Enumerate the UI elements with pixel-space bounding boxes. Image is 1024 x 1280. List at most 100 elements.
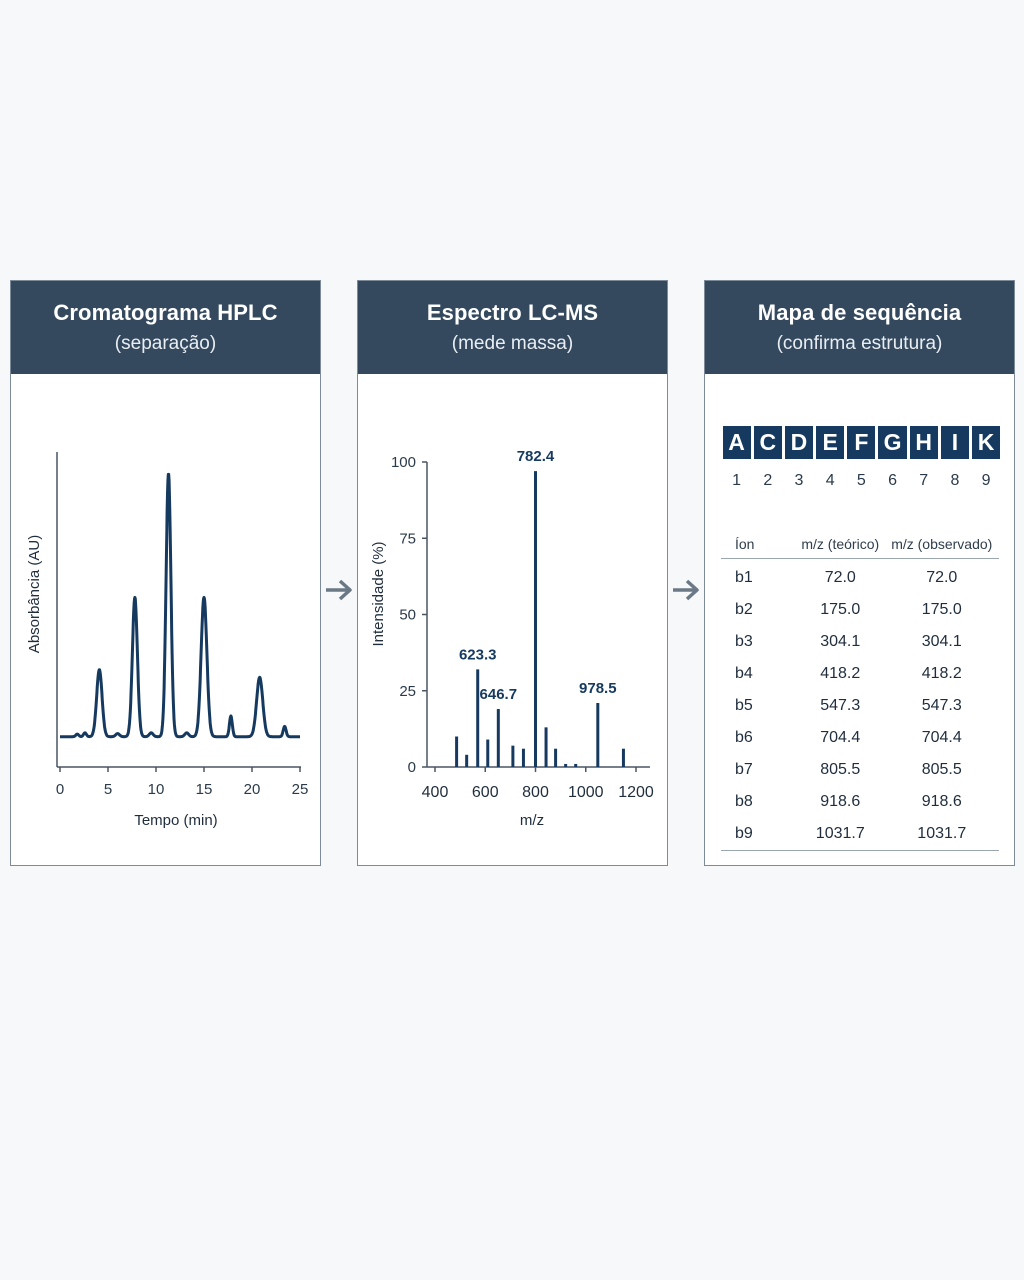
hplc-panel-title: Cromatograma HPLC [53, 300, 278, 325]
theoretical-mz-cell: 918.6 [820, 793, 861, 810]
x-tick-label: 15 [196, 781, 213, 798]
observed-mz-cell: 304.1 [921, 633, 962, 650]
ms-peak-label: 646.7 [480, 686, 518, 703]
observed-mz-cell: 704.4 [921, 729, 962, 746]
hplc-panel: Cromatograma HPLC (separação) 0 5 10 15 20 25… [10, 280, 321, 866]
observed-mz-cell: 175.0 [921, 601, 962, 618]
ion-name-cell: b1 [735, 569, 753, 586]
residue-letter: A [722, 426, 751, 459]
ion-name-cell: b3 [735, 633, 753, 650]
residue-letter: G [878, 426, 907, 459]
table-row: b6 704.4 704.4 [721, 722, 999, 754]
residue-number: 7 [919, 472, 929, 489]
lcms-chart-area: 0 25 50 75 100 400 600 800 1000 1200 623.3 646.7 7… [358, 374, 667, 865]
table-row: b3 304.1 304.1 [721, 626, 999, 658]
hplc-chart-area: 0 5 10 15 20 25 Tempo (min) Absorbância (AU) [11, 374, 320, 865]
sequence-panel-subtitle: (confirma estrutura) [776, 333, 943, 354]
sequence-panel-header: Mapa de sequência (confirma estrutura) [705, 281, 1014, 374]
ion-name-cell: b6 [735, 729, 753, 746]
observed-mz-cell: 72.0 [926, 569, 958, 586]
observed-mz-cell: 805.5 [921, 761, 962, 778]
sequence-panel: Mapa de sequência (confirma estrutura) A… [704, 280, 1015, 866]
ion-table: Íon m/z (teórico) m/z (observado) b1 72.0… [721, 530, 999, 851]
theoretical-mz-column-header: m/z (teórico) [796, 530, 885, 559]
residue-number: 5 [856, 472, 866, 489]
theoretical-mz-cell: 418.2 [820, 665, 861, 682]
ion-name-cell: b4 [735, 665, 753, 682]
table-row: b7 805.5 805.5 [721, 754, 999, 786]
residue-letter: D [784, 426, 814, 459]
chromatogram-trace [58, 472, 302, 739]
residue-letter: C [753, 426, 782, 459]
residue-letter: I [940, 426, 969, 459]
ms-peak-label: 623.3 [459, 646, 497, 663]
ms-peak-label: 782.4 [517, 448, 555, 465]
sequence-panel-title: Mapa de sequência [757, 300, 962, 325]
residue-letter: E [816, 426, 845, 459]
table-row: b9 1031.7 1031.7 [721, 818, 999, 851]
x-tick-label: 800 [522, 784, 549, 801]
lcms-panel: Espectro LC-MS (mede massa) 0 25 50 75 100 4… [357, 280, 668, 866]
ms-peak-label: 978.5 [579, 680, 617, 697]
y-tick-label: 75 [399, 530, 416, 547]
lcms-panel-subtitle: (mede massa) [451, 333, 574, 354]
lcms-panel-header: Espectro LC-MS (mede massa) [358, 281, 667, 374]
x-tick-label: 25 [292, 781, 309, 798]
lcms-panel-title: Espectro LC-MS [426, 300, 599, 325]
x-tick-label: 20 [244, 781, 261, 798]
table-row: b8 918.6 918.6 [721, 786, 999, 818]
x-tick-label: 10 [148, 781, 165, 798]
x-tick-label: 0 [56, 781, 64, 798]
residue-number: 3 [794, 472, 804, 489]
x-tick-label: 5 [104, 781, 112, 798]
theoretical-mz-cell: 1031.7 [796, 818, 885, 851]
ion-name-cell: b8 [735, 793, 753, 810]
ion-name-cell: b5 [735, 697, 753, 714]
residue-number: 6 [888, 472, 897, 489]
table-row: b4 418.2 418.2 [721, 658, 999, 690]
residue-number: 8 [950, 472, 960, 489]
x-axis-label: Tempo (min) [134, 812, 217, 829]
observed-mz-cell: 418.2 [921, 665, 962, 682]
hplc-chromatogram-chart: 0 5 10 15 20 25 Tempo (min) Absorbância (AU) [26, 452, 309, 829]
ion-name-cell: b9 [721, 818, 796, 851]
y-axis-label: Absorbância (AU) [26, 535, 43, 653]
y-tick-label: 100 [391, 454, 416, 471]
ion-name-cell: b2 [735, 601, 753, 618]
residue-number: 1 [732, 472, 742, 489]
theoretical-mz-cell: 72.0 [824, 569, 856, 586]
residue-letter: K [972, 426, 1001, 459]
theoretical-mz-cell: 547.3 [820, 697, 861, 714]
lcms-spectrum-chart: 0 25 50 75 100 400 600 800 1000 1200 623.3 646.7 7… [370, 448, 654, 829]
residue-letter: H [909, 426, 938, 459]
table-row: b5 547.3 547.3 [721, 690, 999, 722]
observed-mz-column-header: m/z (observado) [884, 530, 999, 559]
hplc-panel-subtitle: (separação) [114, 333, 217, 354]
x-tick-label: 1000 [568, 784, 604, 801]
table-row: b2 175.0 175.0 [721, 594, 999, 626]
y-tick-label: 25 [399, 683, 416, 700]
arrow-right-icon [673, 579, 699, 601]
x-axis-label: m/z [520, 812, 544, 829]
residue-number: 9 [981, 472, 991, 489]
x-tick-label: 1200 [618, 784, 654, 801]
ion-column-header: Íon [721, 530, 796, 559]
observed-mz-cell: 1031.7 [884, 818, 999, 851]
residue-letter: F [847, 426, 876, 459]
y-axis-label: Intensidade (%) [370, 541, 387, 646]
theoretical-mz-cell: 704.4 [820, 729, 861, 746]
residue-number: 2 [763, 472, 773, 489]
theoretical-mz-cell: 304.1 [820, 633, 861, 650]
theoretical-mz-cell: 175.0 [820, 601, 861, 618]
